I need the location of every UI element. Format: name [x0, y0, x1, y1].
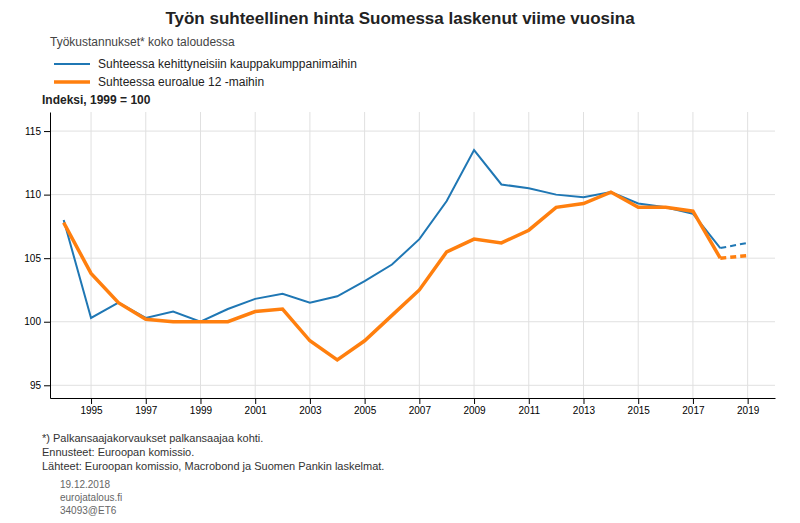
y-tick-label: 115	[25, 126, 41, 137]
y-tick-label: 110	[25, 189, 41, 200]
x-axis: 1995 1997 1999 2001 2003 2005 2007 2009 2011 2013…	[51, 398, 776, 416]
footnote: eurojatalous.fi	[60, 492, 122, 503]
x-tick-label: 2011	[519, 405, 541, 416]
legend-swatch	[54, 63, 90, 65]
grid-line	[309, 112, 310, 398]
x-tick-label: 2001	[245, 405, 268, 416]
grid-line	[364, 112, 365, 398]
y-axis-title: Indeksi, 1999 = 100	[42, 93, 151, 107]
footnote: 19.12.2018	[60, 479, 110, 490]
grid-line	[474, 112, 475, 398]
x-tick: 2011	[519, 398, 541, 416]
grid-line	[145, 112, 146, 398]
x-tick-mark	[365, 398, 366, 404]
line	[64, 192, 721, 360]
y-axis-line	[50, 113, 51, 399]
y-tick: 115	[25, 126, 50, 137]
legend-item: Suhteessa euroalue 12 -maihin	[54, 75, 264, 89]
x-tick: 2009	[463, 398, 486, 416]
x-tick: 2013	[573, 398, 596, 416]
legend-label: Suhteessa euroalue 12 -maihin	[98, 75, 264, 89]
x-tick: 2019	[737, 398, 760, 416]
grid-line	[200, 112, 201, 398]
legend-label: Suhteessa kehittyneisiin kauppakumppanim…	[98, 57, 357, 71]
x-tick-mark	[310, 398, 311, 404]
footnote: 34093@ET6	[60, 505, 117, 516]
x-axis-line	[51, 398, 776, 399]
legend-item: Suhteessa kehittyneisiin kauppakumppanim…	[54, 57, 357, 71]
forecast-line	[720, 256, 747, 259]
footnote: *) Palkansaajakorvaukset palkansaajaa ko…	[42, 432, 263, 444]
y-tick-label: 105	[24, 253, 41, 264]
x-tick: 2017	[682, 398, 705, 416]
x-tick-label: 1999	[190, 405, 213, 416]
x-tick-mark	[255, 398, 256, 404]
y-tick-mark	[44, 258, 50, 259]
y-tick-mark	[44, 385, 50, 386]
footnote: Ennusteet: Euroopan komissio.	[42, 446, 194, 458]
legend-swatch	[54, 80, 90, 84]
x-tick-mark	[419, 398, 420, 404]
grid-line	[255, 112, 256, 398]
x-tick-mark	[748, 398, 749, 404]
x-tick-mark	[529, 398, 530, 404]
y-axis: 95 100 105 110 115	[24, 113, 50, 399]
y-tick: 105	[24, 253, 50, 264]
y-tick-mark	[44, 131, 50, 132]
plot-area	[64, 150, 748, 360]
y-tick-label: 95	[30, 380, 42, 391]
chart: Työn suhteellinen hinta Suomessa laskenu…	[0, 0, 800, 523]
x-tick: 1999	[190, 398, 213, 416]
footnote: Lähteet: Euroopan komissio, Macrobond ja…	[42, 460, 384, 472]
x-tick-label: 2015	[628, 405, 651, 416]
x-tick-mark	[146, 398, 147, 404]
y-tick: 95	[30, 380, 50, 391]
x-tick: 2007	[409, 398, 432, 416]
title: Työn suhteellinen hinta Suomessa laskenu…	[165, 9, 635, 28]
x-tick-mark	[583, 398, 584, 404]
x-tick-label: 2017	[682, 405, 705, 416]
forecast-line	[720, 243, 747, 248]
x-tick-label: 2007	[409, 405, 432, 416]
grid-line	[528, 112, 529, 398]
legend: Suhteessa kehittyneisiin kauppakumppanim…	[54, 57, 357, 89]
y-tick: 110	[25, 189, 50, 200]
grid-line	[50, 131, 775, 132]
x-tick: 1997	[135, 398, 158, 416]
grid-line	[50, 385, 775, 386]
y-tick: 100	[24, 316, 50, 327]
x-tick-label: 2003	[299, 405, 322, 416]
x-tick: 2001	[245, 398, 268, 416]
x-tick: 2015	[628, 398, 651, 416]
grid-line	[583, 112, 584, 398]
x-tick-mark	[200, 398, 201, 404]
x-tick: 1995	[80, 398, 103, 416]
x-tick: 2003	[299, 398, 322, 416]
y-tick-mark	[44, 195, 50, 196]
grid-line	[419, 112, 420, 398]
y-tick-mark	[44, 322, 50, 323]
grid	[50, 112, 775, 398]
grid-line	[91, 112, 92, 398]
x-tick-label: 1995	[80, 405, 103, 416]
x-tick: 2005	[354, 398, 377, 416]
subtitle: Työkustannukset* koko taloudessa	[50, 35, 235, 49]
x-tick-label: 2019	[737, 405, 760, 416]
grid-line	[638, 112, 639, 398]
grid-line	[747, 112, 748, 398]
x-tick-mark	[474, 398, 475, 404]
x-tick-label: 2013	[573, 405, 596, 416]
line	[64, 150, 721, 322]
y-tick-label: 100	[24, 316, 41, 327]
footnotes: *) Palkansaajakorvaukset palkansaajaa ko…	[42, 432, 384, 516]
x-tick-label: 2005	[354, 405, 377, 416]
grid-line	[50, 258, 775, 259]
x-tick-mark	[91, 398, 92, 404]
x-tick-label: 2009	[463, 405, 486, 416]
x-tick-mark	[638, 398, 639, 404]
x-tick-label: 1997	[135, 405, 158, 416]
grid-line	[50, 194, 775, 195]
grid-line	[692, 112, 693, 398]
x-tick-mark	[693, 398, 694, 404]
